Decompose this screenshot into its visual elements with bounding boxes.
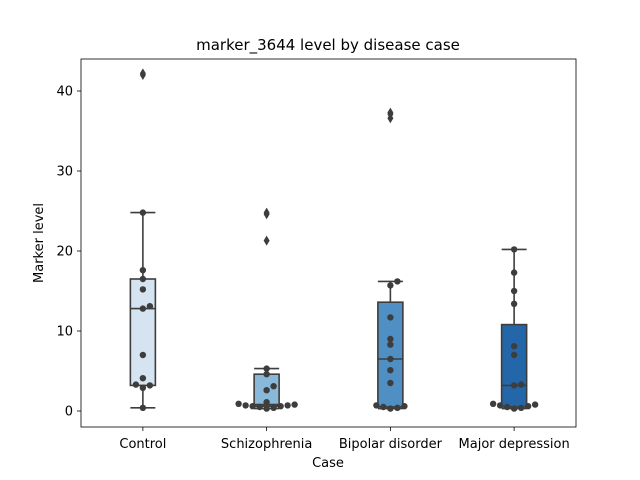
data-point [291,401,298,408]
data-point [146,382,154,389]
outlier-point [263,207,270,218]
data-point [387,341,394,348]
y-tick-label: 10 [56,325,73,340]
data-point [394,278,401,285]
data-point [263,365,270,372]
data-point [277,403,284,410]
data-point [517,404,525,411]
data-point [387,367,394,374]
data-point [387,335,394,343]
data-point [263,405,270,412]
data-point [249,403,256,410]
data-point [139,286,147,293]
data-point [510,246,518,253]
outlier-point [139,68,146,79]
data-point [256,403,263,411]
data-point [270,383,277,390]
data-point [510,287,518,295]
data-point [510,382,518,389]
data-point [139,305,147,312]
data-point [139,275,147,283]
y-tick-label: 0 [65,405,73,420]
data-point [510,269,518,276]
data-point [242,402,249,409]
data-point [510,351,518,359]
data-point [496,402,504,409]
data-point [387,405,394,412]
data-point [387,379,394,387]
data-point [284,402,291,409]
data-point [139,351,147,359]
data-point [503,403,511,411]
data-point [263,371,270,378]
data-point [380,403,387,411]
x-tick-label: Major depression [459,437,570,452]
outlier-point [387,107,394,118]
data-point [263,399,270,406]
data-point [263,387,270,394]
box-3 [500,323,528,408]
data-point [139,384,147,391]
plot-area: 0 10 20 30 40 Control Schizophrenia Bipolar dis… [56,58,577,452]
data-point [387,355,394,363]
data-point [139,267,147,274]
data-point [139,375,147,382]
data-point [139,209,147,216]
data-point [517,381,525,388]
outlier-point [263,235,270,246]
x-tick-label: Bipolar disorder [339,437,443,452]
data-point [132,381,140,388]
data-point [235,400,242,407]
data-point [524,403,532,410]
x-axis-label: Case [312,456,344,471]
data-point [531,401,539,408]
data-point [394,404,401,411]
x-tick-label: Control [119,437,166,452]
plot-frame [80,58,577,428]
data-point [270,404,277,411]
y-axis-label: Marker level [32,203,47,283]
data-point [387,282,394,289]
y-tick-label: 30 [56,165,73,180]
data-point [510,343,518,350]
data-point [510,300,518,307]
data-point [489,400,497,407]
data-point [139,404,147,411]
data-point [510,405,518,412]
data-point [146,303,154,310]
y-tick-label: 20 [56,245,73,260]
chart-title: marker_3644 level by disease case [196,36,460,55]
x-tick-label: Schizophrenia [221,437,312,452]
data-point [401,403,408,410]
y-tick-label: 40 [56,85,73,100]
data-point [387,314,394,321]
box-0 [129,278,157,387]
data-point [373,402,380,409]
